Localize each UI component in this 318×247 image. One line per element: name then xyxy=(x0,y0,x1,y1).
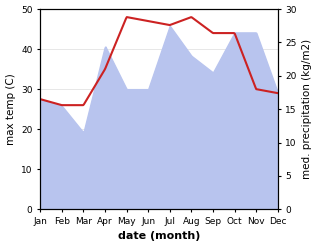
Y-axis label: med. precipitation (kg/m2): med. precipitation (kg/m2) xyxy=(302,39,313,179)
X-axis label: date (month): date (month) xyxy=(118,231,200,242)
Y-axis label: max temp (C): max temp (C) xyxy=(5,73,16,145)
